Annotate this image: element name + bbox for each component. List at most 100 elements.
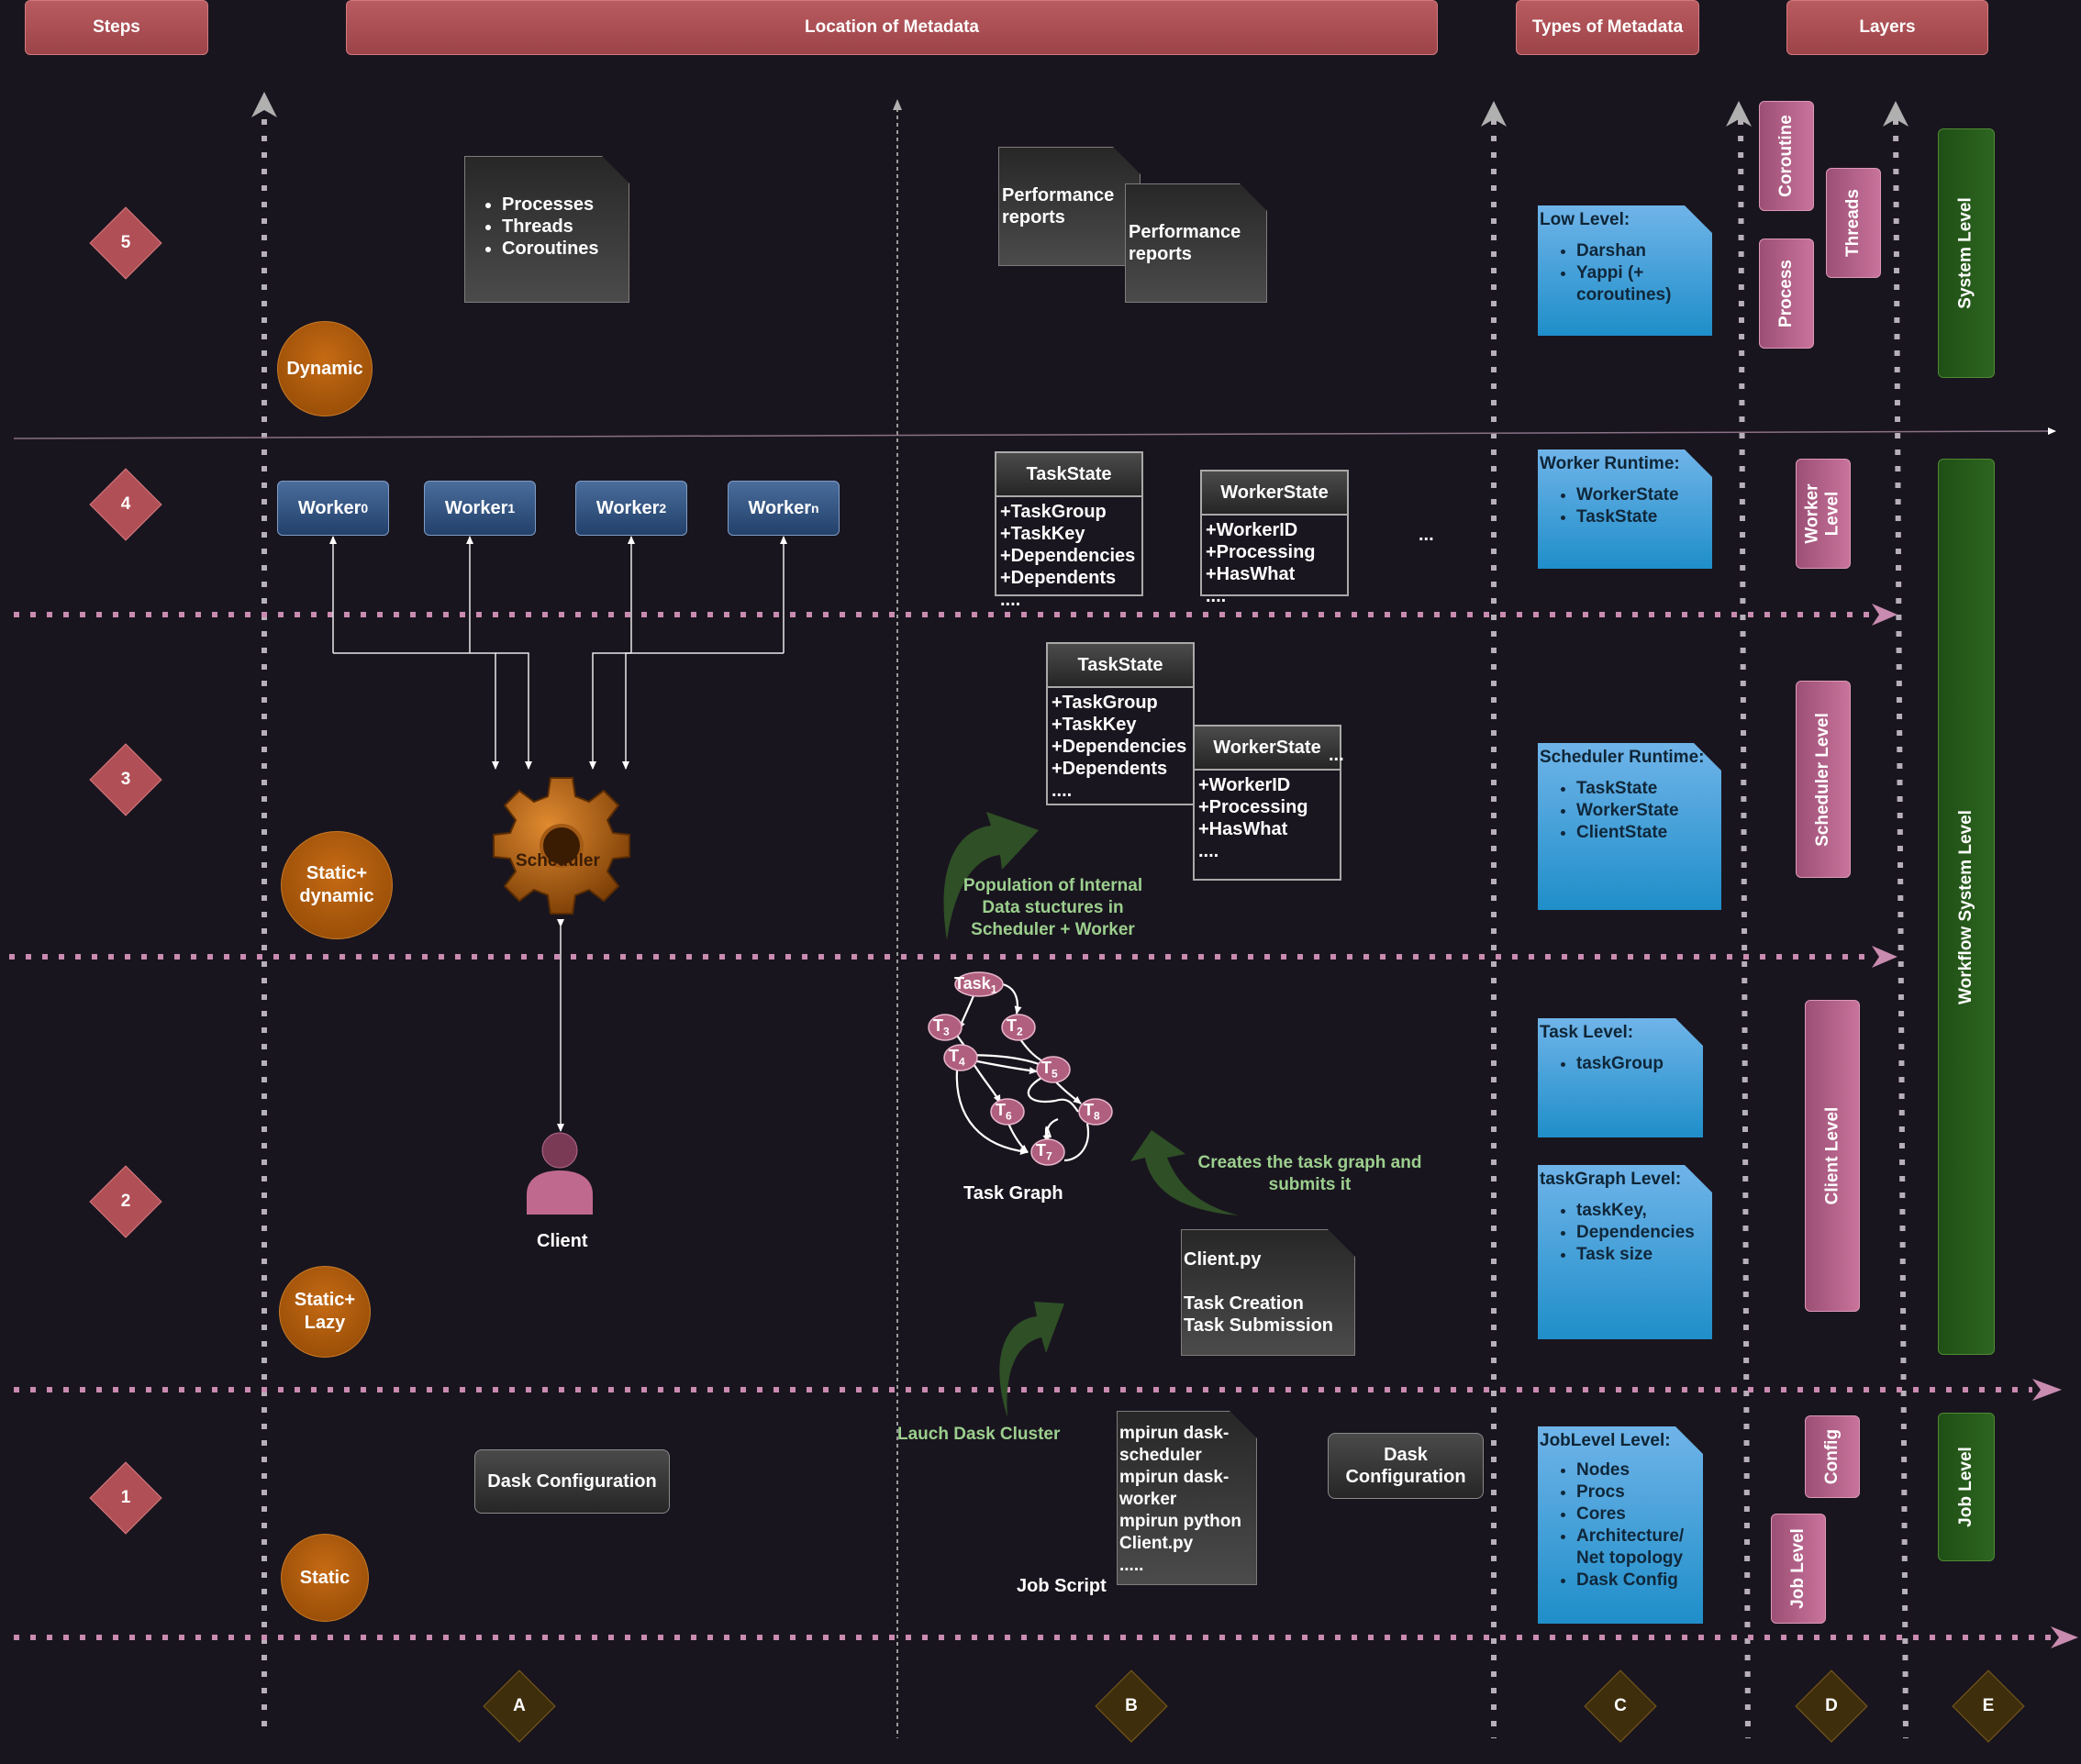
workerstate-field: ....: [1206, 586, 1227, 606]
dask-configuration-2-text: Dask Configuration: [1345, 1445, 1466, 1487]
layer-workflow-system-level-label: Workflow System Level: [1956, 809, 1976, 1004]
layer-process: Process: [1759, 239, 1814, 349]
layer-system-level-label: System Level: [1956, 197, 1975, 309]
task-node-8-sub: 8: [1094, 1109, 1100, 1123]
task-level-title: Task Level:: [1540, 1023, 1634, 1042]
population-arrow: [943, 812, 1039, 940]
process-list-item: Threads: [502, 216, 629, 238]
workerstate-title-step4: WorkerState: [1202, 472, 1347, 516]
task-node-6: T6: [996, 1101, 1012, 1123]
header-types: Types of Metadata: [1516, 0, 1699, 55]
column-label-b: B: [1125, 1696, 1138, 1715]
task-graph-nodes: [928, 971, 1113, 1166]
taskstate-fields-step3: +TaskGroup +TaskKey +Dependencies +Dependen…: [1048, 688, 1193, 805]
taskstate-box-step3: TaskState +TaskGroup +TaskKey +Dependencie…: [1046, 642, 1195, 805]
joblevel-list: NodesProcsCoresArchitecture/ Net topolog…: [1540, 1459, 1701, 1592]
layer-worker-level-label: Worker Level: [1803, 483, 1842, 544]
low-level-item: Yappi (+ coroutines): [1576, 262, 1710, 306]
step-number-1: 1: [120, 1488, 131, 1507]
step-number-2: 2: [120, 1192, 131, 1211]
creates-label: Creates the task graph and submits it: [1197, 1153, 1422, 1194]
taskstate-field: +Dependencies: [1000, 546, 1136, 566]
joblevel-item: Cores: [1576, 1503, 1701, 1525]
joblevel-item: Procs: [1576, 1481, 1701, 1503]
job-script-line: mpirun dask-: [1119, 1468, 1230, 1487]
taskstate-field: ....: [1052, 781, 1073, 801]
taskstate-field: +Dependents: [1052, 759, 1168, 779]
client-person-icon: [527, 1132, 593, 1215]
layer-client-level: Client Level: [1805, 1000, 1860, 1312]
layer-job-level-d-label: Job Level: [1788, 1528, 1808, 1609]
taskstate-field: +TaskGroup: [1000, 502, 1107, 522]
population-label: Population of Internal Data stuctures in…: [963, 876, 1143, 939]
workerstate-field: ....: [1198, 841, 1219, 861]
hline-system: [13, 427, 2056, 439]
task-node-7: T7: [1036, 1141, 1052, 1163]
taskstate-fields-step4: +TaskGroup +TaskKey +Dependencies +Dependen…: [996, 497, 1141, 615]
low-level-title: Low Level:: [1540, 210, 1630, 229]
job-script-line: Client.py: [1119, 1534, 1194, 1553]
worker-connectors: [329, 536, 787, 1132]
layer-threads: Threads: [1826, 168, 1881, 278]
workerstate-fields-step3: +WorkerID +Processing +HasWhat....: [1195, 771, 1340, 866]
low-level-note: Low Level: DarshanYappi (+ coroutines): [1538, 205, 1712, 336]
scheduler-runtime-item: ClientState: [1576, 822, 1719, 844]
layer-workflow-system-level: Workflow System Level: [1938, 459, 1995, 1355]
layer-threads-label: Threads: [1843, 189, 1864, 257]
column-label-a: A: [513, 1696, 526, 1715]
worker-n-name: Worker: [748, 497, 811, 518]
client-py-note: Client.py Task Creation Task Submission: [1181, 1229, 1355, 1356]
circle-static-lazy: Static+ Lazy: [279, 1266, 371, 1358]
layer-worker-level: Worker Level: [1796, 459, 1851, 569]
workerstate-fields-step4: +WorkerID +Processing +HasWhat....: [1202, 516, 1347, 611]
task-graph-label: Task Graph: [963, 1183, 1063, 1204]
task-node-5: T5: [1041, 1059, 1058, 1081]
taskgraph-level-item: Dependencies: [1576, 1222, 1710, 1244]
workerstate-box-step3: WorkerState +WorkerID +Processing +HasWhat…: [1193, 725, 1341, 881]
joblevel-item: Architecture/ Net topology: [1576, 1525, 1701, 1570]
worker-0-sub: 0: [361, 501, 369, 516]
job-script-note: mpirun dask-scheduler mpirun dask-worker m…: [1117, 1411, 1257, 1585]
worker-1-name: Worker: [444, 497, 508, 518]
task-node-3: T3: [933, 1016, 950, 1038]
worker-2-name: Worker: [595, 497, 660, 518]
vline-arrowheads: [251, 92, 1909, 127]
client-label: Client: [537, 1231, 588, 1251]
process-list-item: Processes: [502, 194, 629, 216]
taskgraph-level-item: Task size: [1576, 1244, 1710, 1266]
header-location: Location of Metadata: [346, 0, 1438, 55]
task-node-2-sub: 2: [1017, 1025, 1023, 1038]
taskstate-field: ....: [1000, 590, 1021, 610]
circle-static-dynamic: Static+ dynamic: [281, 831, 393, 939]
layer-job-level-e-label: Job Level: [1956, 1447, 1975, 1527]
workerstate-field: +Processing: [1198, 797, 1308, 817]
worker-runtime-list: WorkerStateTaskState: [1540, 484, 1710, 528]
workerstate-field: +HasWhat: [1198, 819, 1288, 839]
scheduler-runtime-item: TaskState: [1576, 778, 1719, 800]
performance-report-1-text: Performance reports: [1002, 185, 1115, 227]
task-node-5-sub: 5: [1052, 1067, 1058, 1081]
circle-dynamic-label: Dynamic: [286, 358, 363, 379]
task-node-4-sub: 4: [959, 1055, 965, 1069]
vline-d: [1738, 118, 1751, 1739]
circle-static-lazy-label: Static+ Lazy: [294, 1290, 356, 1333]
joblevel-item: Nodes: [1576, 1459, 1701, 1481]
task-node-1-base: Task: [954, 974, 991, 993]
workerstate-field: +Processing: [1206, 542, 1316, 562]
taskstate-field: +TaskKey: [1052, 715, 1137, 735]
task-node-6-base: T: [996, 1101, 1006, 1119]
task-level-item: taskGroup: [1576, 1053, 1701, 1075]
creates-arrow: [1130, 1130, 1239, 1215]
job-script-line: mpirun python: [1119, 1512, 1241, 1531]
workerstate-box-step4: WorkerState +WorkerID +Processing +HasWhat…: [1200, 470, 1349, 606]
task-node-7-sub: 7: [1046, 1149, 1052, 1163]
taskstate-field: +Dependencies: [1052, 737, 1187, 757]
task-node-2-base: T: [1007, 1016, 1017, 1035]
process-list-item: Coroutines: [502, 238, 629, 260]
circle-dynamic: Dynamic: [277, 321, 373, 416]
job-script-line: .....: [1119, 1556, 1144, 1575]
processes-note: ProcessesThreadsCoroutines: [464, 156, 629, 303]
task-node-3-sub: 3: [943, 1025, 950, 1038]
client-py-title: Client.py: [1184, 1249, 1262, 1270]
